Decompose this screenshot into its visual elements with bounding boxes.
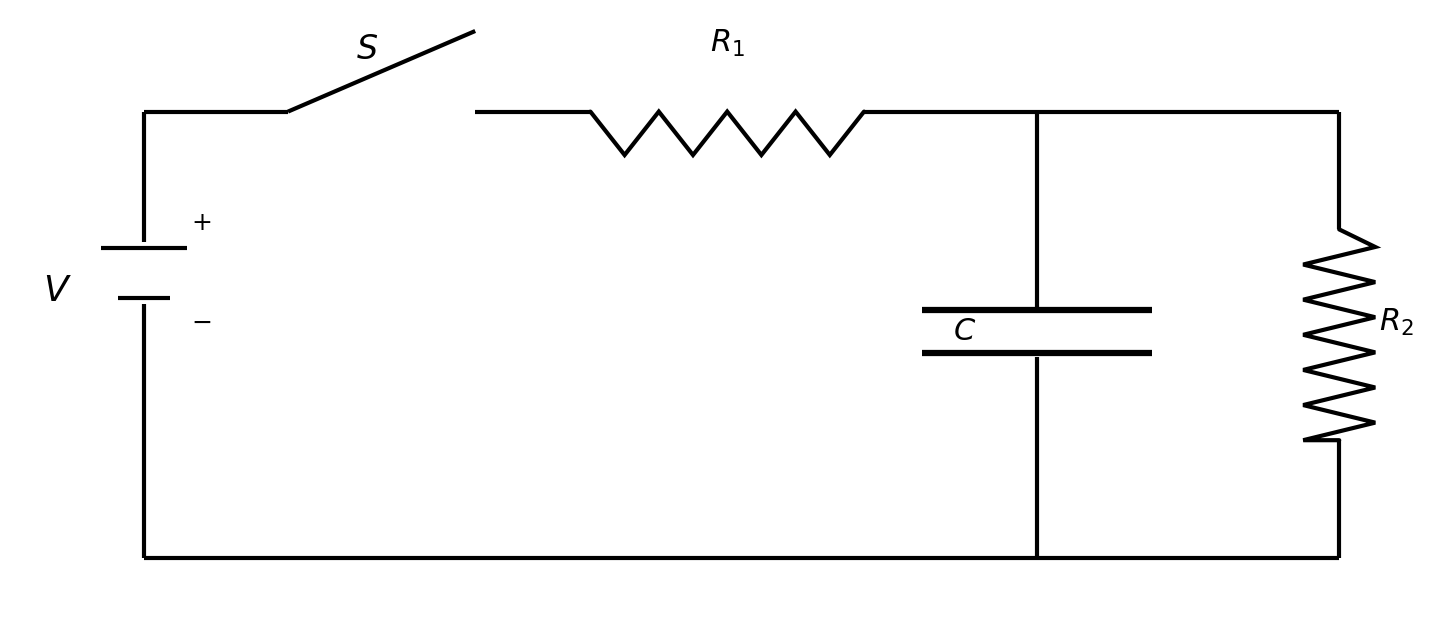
Text: $C$: $C$ bbox=[953, 316, 976, 347]
Text: $V$: $V$ bbox=[43, 275, 72, 308]
Text: $R_1$: $R_1$ bbox=[710, 28, 744, 59]
Text: $-$: $-$ bbox=[192, 311, 212, 334]
Text: $S$: $S$ bbox=[356, 33, 379, 66]
Text: $+$: $+$ bbox=[192, 211, 212, 235]
Text: $R_2$: $R_2$ bbox=[1380, 307, 1414, 338]
